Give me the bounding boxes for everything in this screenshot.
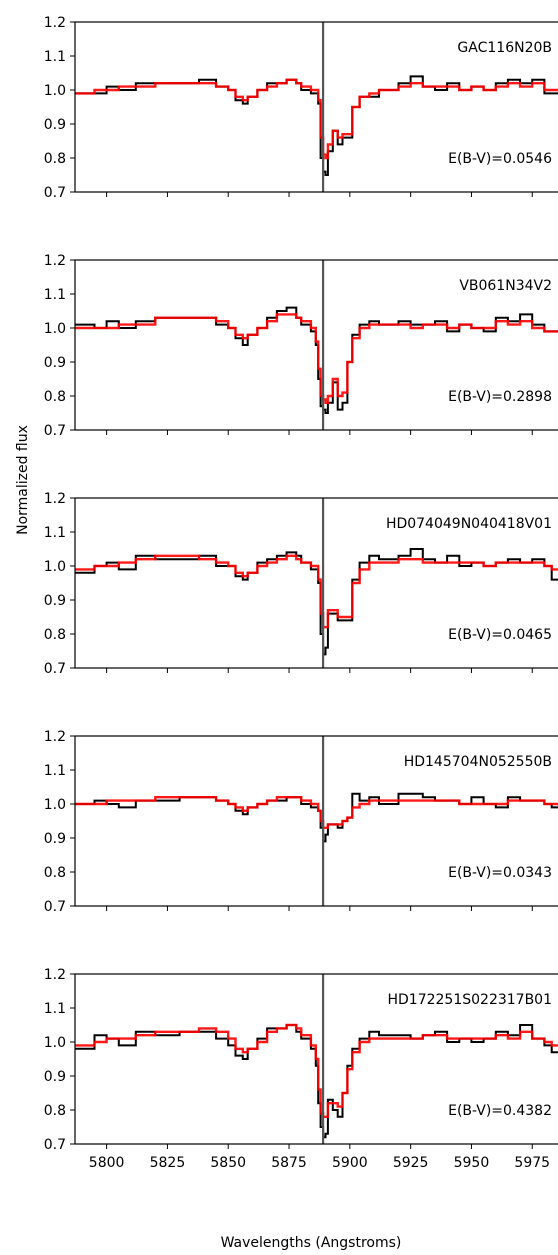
panel-frame	[74, 497, 558, 669]
x-tick-label: 5900	[332, 1155, 368, 1171]
y-tick-label: 1.2	[44, 491, 66, 507]
panel-1: 0.7 0.8 0.9 1.0 1.1 1.2 GAC116N20B E(B-V)=0.054…	[44, 15, 558, 201]
model-spectrum-line	[75, 1023, 558, 1118]
panel-frame	[74, 21, 558, 193]
y-axis-title: Normalized flux	[15, 425, 31, 535]
y-tick-label: 1.0	[44, 797, 66, 813]
x-tick-label: 5850	[210, 1155, 246, 1171]
panel-reddening-label: E(B-V)=0.0465	[448, 627, 552, 643]
panel-reddening-label: E(B-V)=0.0343	[448, 865, 552, 881]
series-group	[75, 548, 558, 656]
x-tick-label: 5825	[150, 1155, 186, 1171]
model-spectrum-line	[75, 78, 558, 160]
y-tick-label: 1.0	[44, 83, 66, 99]
y-tick-label: 1.1	[44, 1001, 66, 1017]
x-tick-label: 5875	[271, 1155, 307, 1171]
y-tick-label: 0.8	[44, 865, 66, 881]
series-group	[75, 792, 558, 843]
y-tick-label: 0.9	[44, 1069, 66, 1085]
y-tick-label: 1.0	[44, 1035, 66, 1051]
y-tick-label: 0.7	[44, 423, 66, 439]
panel-frame	[74, 735, 558, 907]
series-group	[75, 1023, 558, 1139]
y-tick-label: 0.7	[44, 661, 66, 677]
y-tick-label: 1.2	[44, 967, 66, 983]
x-tick-label: 5950	[454, 1155, 490, 1171]
x-tick-label: 5925	[393, 1155, 429, 1171]
y-tick-label: 0.8	[44, 627, 66, 643]
y-tick-label: 0.8	[44, 389, 66, 405]
series-group	[75, 75, 558, 176]
y-tick-label: 0.9	[44, 593, 66, 609]
model-spectrum-line	[75, 796, 558, 829]
panel-5: 0.7 0.8 0.9 1.0 1.1 1.2 5800 5825 5850 5875 5900 59…	[44, 967, 558, 1171]
y-tick-label: 1.1	[44, 525, 66, 541]
y-tick-label: 0.7	[44, 1137, 66, 1153]
panel-object-name: HD074049N040418V01	[386, 516, 552, 532]
y-tick-label: 1.1	[44, 287, 66, 303]
y-tick-label: 1.0	[44, 559, 66, 575]
y-tick-label: 1.2	[44, 729, 66, 745]
x-axis-title: Wavelengths (Angstroms)	[221, 1235, 402, 1251]
panel-object-name: HD145704N052550B	[404, 754, 552, 770]
panel-2: 0.7 0.8 0.9 1.0 1.1 1.2 VB061N34V2 E(B-V)=0.289…	[44, 253, 558, 439]
panel-reddening-label: E(B-V)=0.2898	[448, 389, 552, 405]
panel-object-name: HD172251S022317B01	[388, 992, 553, 1008]
y-tick-label: 0.8	[44, 151, 66, 167]
panel-object-name: VB061N34V2	[459, 278, 552, 294]
observed-spectrum-line	[75, 1024, 558, 1139]
model-spectrum-line	[75, 313, 558, 404]
y-tick-label: 0.9	[44, 117, 66, 133]
panel-4: 0.7 0.8 0.9 1.0 1.1 1.2 HD145704N052550B E(B-V)…	[44, 729, 558, 915]
panel-reddening-label: E(B-V)=0.0546	[448, 151, 552, 167]
y-tick-label: 0.7	[44, 185, 66, 201]
y-tick-label: 1.2	[44, 253, 66, 269]
panel-frame	[74, 259, 558, 431]
y-tick-label: 0.7	[44, 899, 66, 915]
panel-object-name: GAC116N20B	[457, 40, 552, 56]
panel-reddening-label: E(B-V)=0.4382	[448, 1103, 552, 1119]
y-tick-label: 0.9	[44, 355, 66, 371]
panel-frame	[74, 973, 558, 1145]
y-tick-label: 1.1	[44, 763, 66, 779]
x-tick-label: 5975	[514, 1155, 550, 1171]
y-tick-label: 1.0	[44, 321, 66, 337]
x-tick-label: 5800	[89, 1155, 125, 1171]
y-tick-label: 0.8	[44, 1103, 66, 1119]
series-group	[75, 306, 558, 414]
model-spectrum-line	[75, 554, 558, 629]
y-tick-label: 1.2	[44, 15, 66, 31]
y-tick-label: 1.1	[44, 49, 66, 65]
panel-3: 0.7 0.8 0.9 1.0 1.1 1.2 HD074049N040418V01 E(B-…	[44, 491, 558, 677]
y-tick-label: 0.9	[44, 831, 66, 847]
